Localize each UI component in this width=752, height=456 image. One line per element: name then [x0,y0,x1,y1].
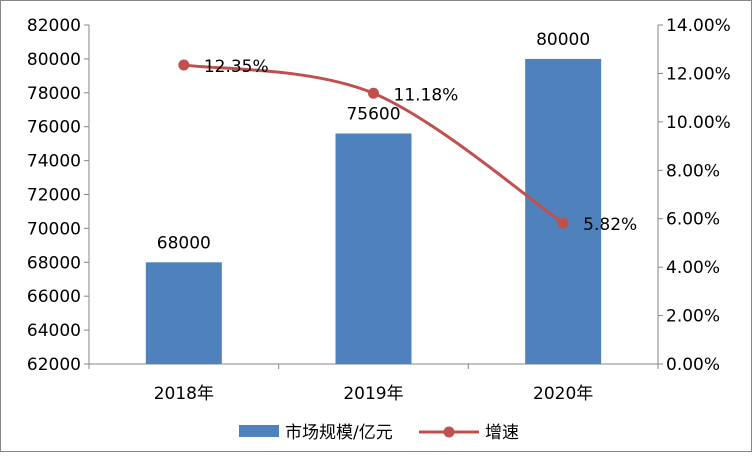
line-series [178,59,569,229]
x-category-label: 2018年 [154,384,214,404]
left-tick-label: 82000 [27,16,81,36]
bar [335,133,412,364]
legend-swatch-marker [443,426,455,438]
left-tick-label: 80000 [27,50,81,70]
line-point [557,217,569,229]
left-tick-label: 72000 [27,186,81,206]
right-tick-label: 10.00% [666,113,731,133]
left-tick-label: 64000 [27,321,81,341]
right-tick-label: 4.00% [666,258,720,278]
bar [145,262,222,364]
x-category-label: 2020年 [533,384,593,404]
line-point [368,87,379,99]
x-category-label: 2019年 [343,384,403,404]
legend-swatch-bar [239,425,279,437]
axes: 62000 64000 66000 68000 70000 72000 74000 76000… [27,16,731,404]
legend-label-bar: 市场规模/亿元 [285,423,393,443]
legend-label-line: 增速 [485,423,519,443]
right-tick-label: 8.00% [666,161,720,181]
left-tick-label: 62000 [27,355,81,375]
left-tick-label: 68000 [27,253,81,273]
line-data-label: 5.82% [583,215,637,235]
line-data-label: 11.18% [394,85,459,105]
left-tick-label: 70000 [27,219,81,239]
left-tick-label: 78000 [27,84,81,104]
bar [525,58,602,365]
bar-data-label: 75600 [346,104,400,124]
left-tick-label: 74000 [27,152,81,172]
right-tick-label: 2.00% [666,307,720,327]
left-tick-label: 76000 [27,118,81,138]
data-labels: 68000 75600 80000 12.35% 11.18% 5.82% [157,30,637,253]
bar-data-label: 80000 [536,30,590,50]
right-tick-label: 6.00% [666,210,720,230]
legend: 市场规模/亿元 增速 [239,423,519,443]
bar-data-label: 68000 [157,233,211,253]
line-point [178,59,190,71]
line-data-label: 12.35% [204,57,269,77]
right-tick-label: 12.00% [666,64,731,84]
right-tick-label: 0.00% [666,355,720,375]
bar-series [145,58,602,365]
left-tick-label: 66000 [27,287,81,307]
right-tick-label: 14.00% [666,16,731,36]
